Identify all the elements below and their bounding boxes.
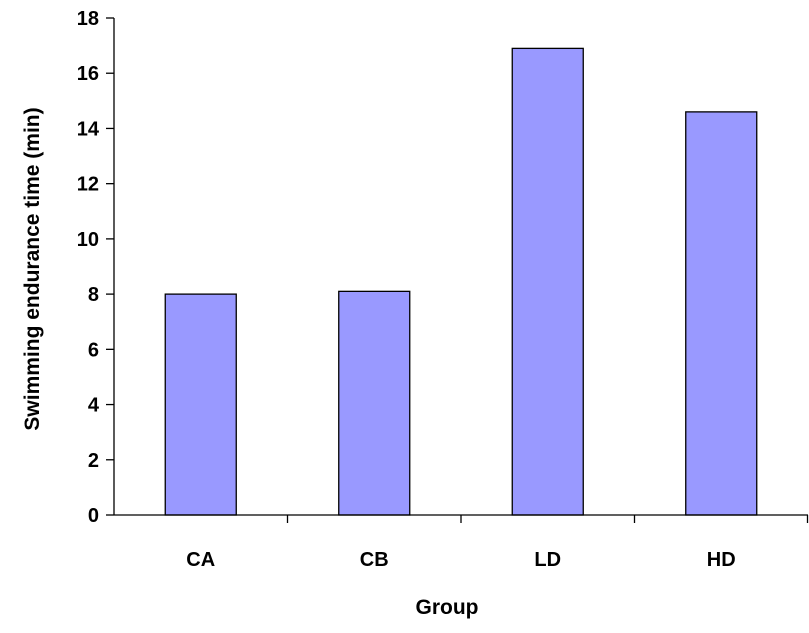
bar-hd bbox=[685, 111, 758, 516]
y-tick-label: 4 bbox=[88, 395, 100, 417]
labels-group: 0 2 4 6 8 10 12 14 16 18 CA CB LD HD bbox=[77, 8, 736, 571]
x-tick-label: LD bbox=[534, 549, 561, 571]
x-tick-label: CB bbox=[360, 549, 389, 571]
bar-cb bbox=[338, 290, 411, 516]
y-tick-label: 12 bbox=[77, 174, 99, 196]
y-tick-label: 14 bbox=[77, 118, 100, 140]
x-axis-title: Group bbox=[416, 596, 479, 619]
y-tick-label: 16 bbox=[77, 63, 99, 85]
bar-ld bbox=[511, 47, 584, 516]
y-tick-label: 0 bbox=[88, 505, 99, 527]
y-tick-label: 18 bbox=[77, 8, 99, 30]
y-axis-title: Swimming endurance time (min) bbox=[21, 107, 44, 430]
x-tick-label: HD bbox=[707, 549, 736, 571]
y-tick-label: 6 bbox=[88, 339, 99, 361]
axes-group bbox=[106, 17, 809, 523]
y-tick-label: 2 bbox=[88, 450, 99, 472]
y-tick-label: 10 bbox=[77, 229, 99, 251]
bar-ca bbox=[164, 293, 237, 516]
y-tick-label: 8 bbox=[88, 284, 99, 306]
bars-group bbox=[164, 47, 758, 516]
x-tick-label: CA bbox=[186, 549, 215, 571]
